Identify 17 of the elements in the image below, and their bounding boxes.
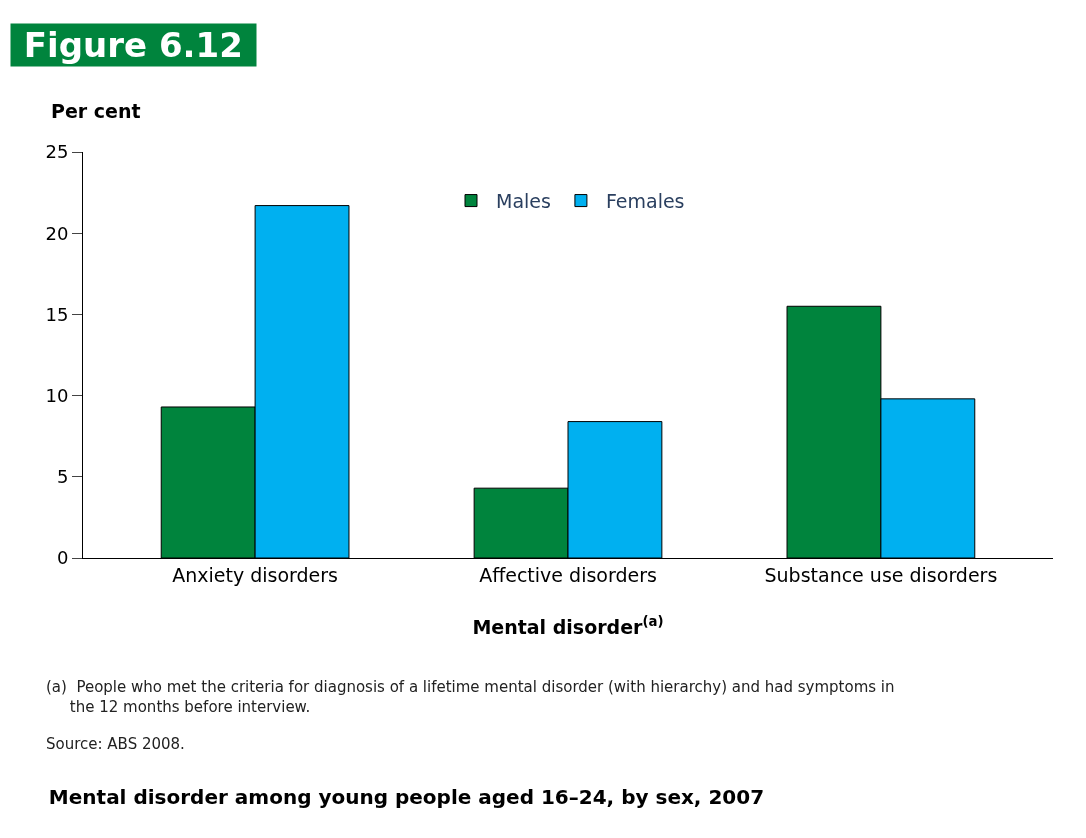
x-axis-title: Mental disorder$^{(a)}$ xyxy=(472,613,664,638)
caption: Figure 6.12 xyxy=(12,25,255,65)
y-tick-label: 10 xyxy=(45,384,69,406)
legend-label: Females xyxy=(605,189,685,212)
y-tick-label: 15 xyxy=(45,303,69,325)
y-tick-label: 25 xyxy=(45,141,69,163)
y-tick-label: 20 xyxy=(45,222,69,244)
y-tick-label: 0 xyxy=(56,547,69,569)
y-axis-title: Per cent xyxy=(51,100,141,122)
text: Mental disorder among young people aged 16–24, by sex, 2007 xyxy=(48,785,765,810)
x-tick-label: Anxiety disorders xyxy=(172,563,338,586)
source-note: Source: ABS 2008. xyxy=(46,735,185,753)
x-tick-label: Substance use disorders xyxy=(764,563,998,586)
text: (a) People who met the criteria for diagnosis of a lifetime mental disorder (with hierarchy) and had symptoms in the 12 months before interview. xyxy=(46,678,895,716)
legend-label: Males xyxy=(496,189,551,212)
y-tick-label: 5 xyxy=(56,466,69,488)
x-tick-label: Affective disorders xyxy=(479,563,657,586)
